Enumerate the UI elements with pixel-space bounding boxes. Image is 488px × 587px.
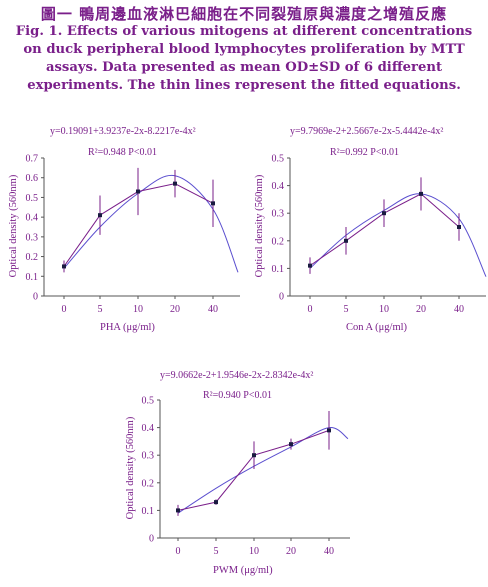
cona-xtick-label: 5 bbox=[344, 304, 349, 315]
pha-fit-curve bbox=[63, 174, 239, 273]
cona-fit-curve bbox=[309, 193, 487, 277]
pwm-ytick-label: 0.5 bbox=[142, 396, 155, 407]
pha-equation: y=0.19091+3.9237e-2x-8.2217e-4x² bbox=[50, 126, 196, 137]
cona-xtick-label: 40 bbox=[454, 304, 464, 315]
caption-line-1: Fig. 1. Effects of various mitogens at d… bbox=[15, 24, 473, 39]
pwm-data-point bbox=[327, 428, 331, 433]
cona-equation: y=9.7969e-2+2.5667e-2x-5.4442e-4x² bbox=[290, 126, 443, 137]
pha-data-point bbox=[62, 264, 66, 269]
cona-data-point bbox=[308, 263, 312, 268]
chart-pha: y=0.19091+3.9237e-2x-8.2217e-4x² R²=0.94… bbox=[8, 126, 196, 333]
pwm-ytick-label: 0.3 bbox=[142, 451, 155, 462]
caption-line-2: on duck peripheral blood lymphocytes pro… bbox=[23, 42, 465, 57]
pwm-ytick-label: 0 bbox=[149, 534, 154, 545]
cona-xtick-label: 0 bbox=[308, 304, 313, 315]
pha-ylabel: Optical density (560nm) bbox=[8, 174, 19, 277]
pwm-equation: y=9.0662e-2+1.9546e-2x-2.8342e-4x² bbox=[160, 370, 313, 381]
pwm-ylabel: Optical density (560nm) bbox=[125, 416, 136, 519]
pha-ytick-label: 0.4 bbox=[26, 213, 39, 224]
cona-xlabel: Con A (μg/ml) bbox=[346, 322, 408, 333]
pha-r2: R²=0.948 P<0.01 bbox=[88, 147, 157, 158]
pha-ytick-label: 0.5 bbox=[26, 193, 39, 204]
figure-caption-en: Fig. 1. Effects of various mitogens at d… bbox=[0, 23, 488, 95]
pwm-xtick-label: 0 bbox=[176, 546, 181, 557]
pha-data-point bbox=[173, 181, 177, 186]
pha-data-point bbox=[136, 189, 140, 194]
pwm-xtick-label: 40 bbox=[324, 546, 334, 557]
pha-ytick-label: 0.7 bbox=[26, 154, 39, 165]
cona-ylabel: Optical density (560nm) bbox=[254, 174, 265, 277]
pwm-data-point bbox=[176, 508, 180, 513]
pwm-fit-curve bbox=[177, 427, 349, 514]
pha-ytick-label: 0.6 bbox=[26, 173, 39, 184]
cona-ytick-label: 0.3 bbox=[272, 209, 285, 220]
pwm-xtick-label: 20 bbox=[286, 546, 296, 557]
pha-data-point bbox=[211, 201, 215, 206]
pha-ytick-label: 0 bbox=[33, 292, 38, 303]
pha-xtick-label: 20 bbox=[170, 304, 180, 315]
caption-line-4: experiments. The thin lines represent th… bbox=[27, 78, 461, 93]
cona-ytick-label: 0.5 bbox=[272, 154, 285, 165]
pwm-data-point bbox=[289, 442, 293, 447]
pha-ytick-label: 0.1 bbox=[26, 272, 39, 283]
pha-ytick-label: 0.3 bbox=[26, 232, 39, 243]
pha-xtick-label: 40 bbox=[208, 304, 218, 315]
pha-xtick-label: 10 bbox=[133, 304, 143, 315]
pha-data-point bbox=[98, 213, 102, 218]
pha-ytick-label: 0.2 bbox=[26, 252, 39, 263]
cona-ytick-label: 0.1 bbox=[272, 264, 285, 275]
cona-xtick-label: 20 bbox=[416, 304, 426, 315]
cona-ytick-label: 0 bbox=[279, 292, 284, 303]
pwm-ytick-label: 0.1 bbox=[142, 506, 155, 517]
cona-ytick-label: 0.4 bbox=[272, 181, 285, 192]
pwm-xtick-label: 10 bbox=[249, 546, 259, 557]
chart-cona: y=9.7969e-2+2.5667e-2x-5.4442e-4x² R²=0.… bbox=[254, 126, 443, 333]
cona-data-point bbox=[382, 211, 386, 216]
pwm-r2: R²=0.940 P<0.01 bbox=[203, 390, 272, 401]
cona-xtick-label: 10 bbox=[379, 304, 389, 315]
pha-xtick-label: 5 bbox=[98, 304, 103, 315]
pwm-xlabel: PWM (μg/ml) bbox=[213, 565, 273, 576]
pwm-ytick-label: 0.2 bbox=[142, 478, 155, 489]
cona-ytick-label: 0.2 bbox=[272, 236, 285, 247]
pwm-data-point bbox=[252, 453, 256, 458]
figure-title-zh: 圖一 鴨周邊血液淋巴細胞在不同裂殖原與濃度之增殖反應 bbox=[40, 5, 448, 23]
cona-data-point bbox=[344, 238, 348, 243]
cona-r2: R²=0.992 P<0.01 bbox=[330, 147, 399, 158]
pwm-xtick-label: 5 bbox=[214, 546, 219, 557]
chart-pwm: y=9.0662e-2+1.9546e-2x-2.8342e-4x² R²=0.… bbox=[125, 370, 313, 576]
cona-data-point bbox=[457, 225, 461, 229]
pha-xlabel: PHA (μg/ml) bbox=[100, 322, 155, 333]
cona-data-point bbox=[419, 191, 423, 196]
caption-line-3: assays. Data presented as mean OD±SD of … bbox=[45, 60, 443, 75]
pha-xtick-label: 0 bbox=[62, 304, 67, 315]
pwm-ytick-label: 0.4 bbox=[142, 423, 155, 434]
pwm-data-point bbox=[214, 500, 218, 505]
